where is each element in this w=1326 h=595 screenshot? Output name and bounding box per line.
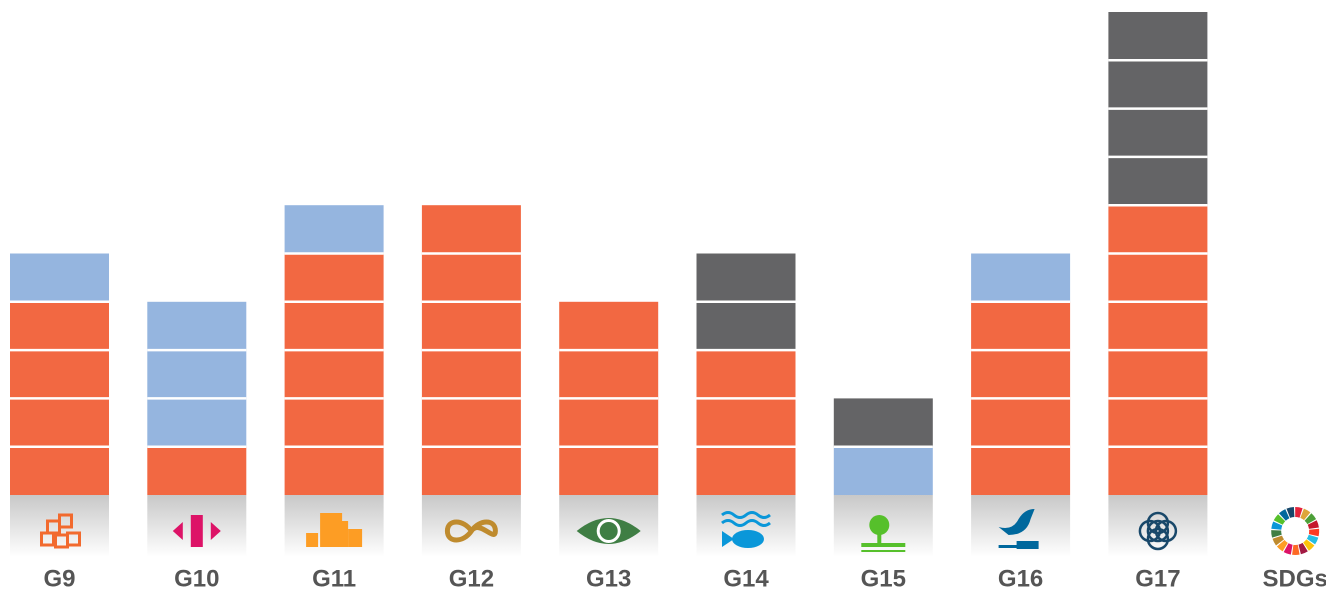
sdg-wheel-segment	[1308, 528, 1320, 537]
icon-part	[190, 515, 203, 547]
sdg-wheel-segment	[1300, 508, 1311, 521]
icon-part	[1138, 519, 1162, 543]
sdg-wheel-segment	[1295, 507, 1303, 518]
icon-part	[1146, 519, 1170, 543]
icon-part	[722, 531, 734, 547]
sdg-wheel-segment	[1286, 507, 1295, 518]
x-tick-label: G12	[449, 565, 494, 592]
x-tick-label: G15	[861, 565, 906, 592]
icon-part	[1154, 519, 1178, 543]
icon-part	[40, 531, 55, 547]
bar-segment	[147, 301, 247, 447]
bar-segment	[971, 253, 1071, 302]
x-tick-label: G14	[723, 565, 769, 592]
icon-part	[599, 522, 618, 540]
sdg-wheel-segment	[1271, 530, 1282, 538]
sdg-wheel-segment	[1292, 544, 1300, 556]
bar-segment	[284, 205, 384, 254]
sdg-wheel-segment	[1273, 514, 1286, 525]
icon-part	[1146, 527, 1170, 551]
x-tick-label: SDGs	[1263, 565, 1326, 592]
icon-part	[877, 531, 882, 545]
goal-icon	[444, 519, 498, 543]
sdg-wheel-segment	[1306, 534, 1319, 545]
sdg-wheel-segment	[1304, 513, 1317, 525]
x-tick-label: G11	[312, 565, 356, 592]
bar-segment	[696, 350, 796, 495]
icon-part	[66, 531, 81, 547]
icon-part	[334, 521, 349, 547]
icon-part	[306, 533, 319, 547]
x-tick-label: G17	[1135, 565, 1180, 592]
icon-part	[998, 545, 1019, 548]
icon-part	[58, 513, 73, 529]
bar-segment	[284, 253, 384, 495]
x-tick-label: G13	[586, 565, 631, 592]
bar-segment	[10, 253, 109, 302]
sdg-wheel-segment	[1298, 542, 1308, 555]
icon-part	[998, 509, 1035, 535]
icon-part	[721, 519, 771, 527]
goal-icon	[306, 513, 363, 547]
icon-part	[732, 530, 764, 548]
icon-part	[861, 550, 906, 552]
x-tick-label: G10	[174, 565, 219, 592]
sdg-wheel-segment	[1279, 509, 1290, 521]
sdg-wheel-segment	[1276, 540, 1288, 552]
goal-icon	[998, 509, 1039, 549]
goal-icon	[1138, 511, 1178, 551]
x-tick-label: G9	[43, 565, 75, 592]
bar-segment	[147, 446, 247, 495]
goal-icon	[576, 518, 641, 544]
x-tick-label: G16	[998, 565, 1043, 592]
icon-part	[1146, 511, 1170, 535]
icon-part	[869, 515, 890, 535]
icon-tile	[421, 495, 521, 557]
icon-part	[172, 522, 221, 540]
sdg-wheel-segment	[1271, 521, 1283, 530]
goal-icon	[40, 513, 81, 549]
goal-icon	[172, 515, 221, 547]
icon-part	[721, 511, 771, 519]
sdg-wheel-segment	[1272, 535, 1284, 546]
icon-part	[861, 543, 906, 547]
icon-part	[348, 529, 363, 547]
icon-part	[1016, 541, 1039, 549]
sdg-wheel-segment	[1307, 520, 1319, 529]
goal-icon	[721, 511, 771, 548]
sdg-wheel-segment	[1283, 543, 1293, 555]
sdg-wheel-segment	[1303, 539, 1315, 551]
goal-icon	[861, 515, 906, 552]
bar-segment	[833, 446, 933, 495]
bar-segment	[833, 398, 933, 447]
icon-part	[444, 519, 498, 543]
